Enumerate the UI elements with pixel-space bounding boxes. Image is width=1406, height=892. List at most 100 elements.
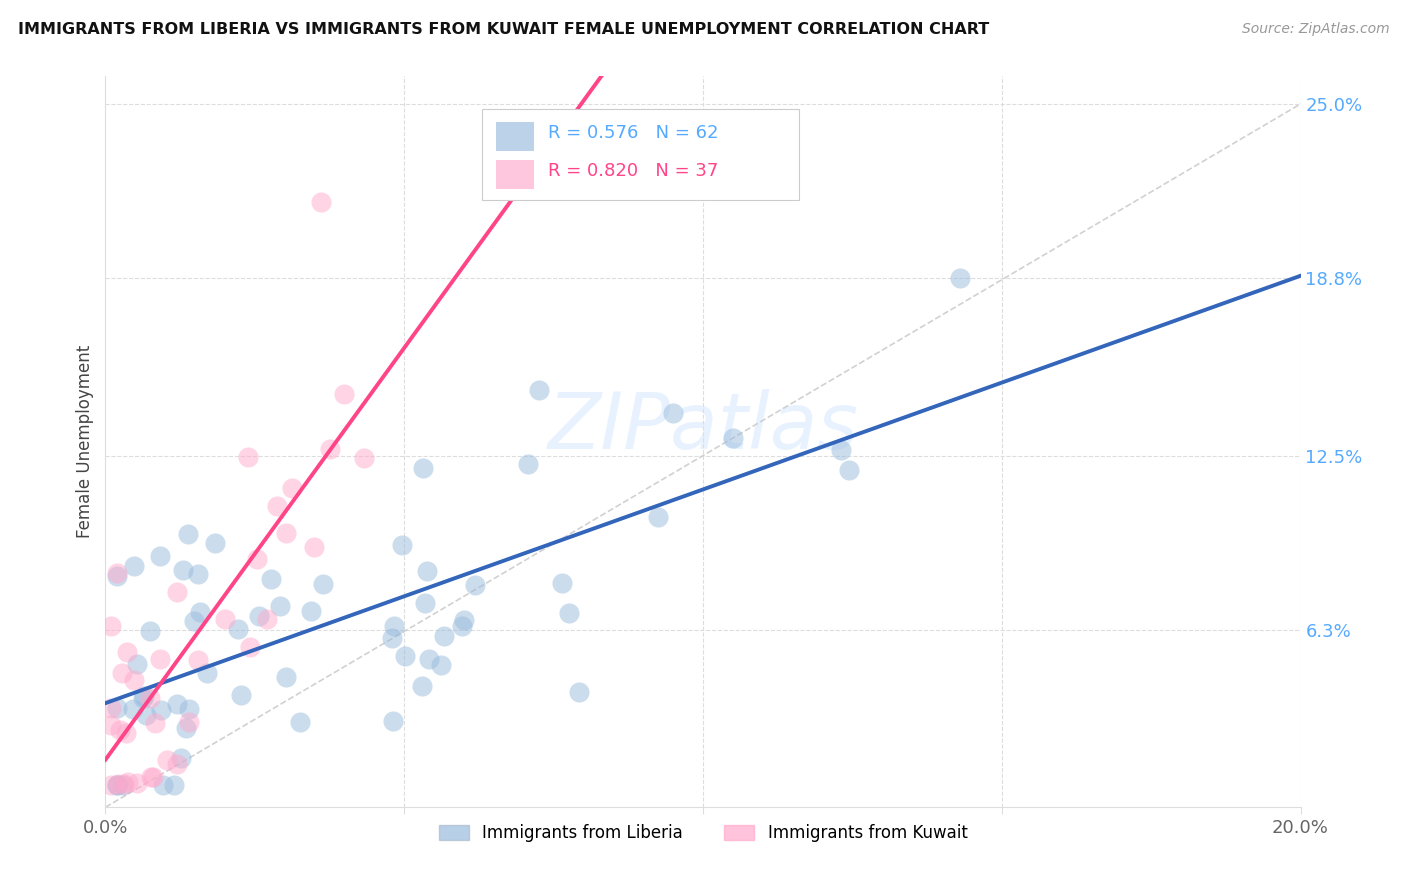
Point	[121, 702, 143, 716]
Point	[204, 536, 226, 550]
Point	[142, 770, 165, 784]
Point	[111, 778, 134, 792]
Point	[721, 431, 744, 445]
Point	[411, 679, 433, 693]
Point	[149, 549, 172, 564]
Text: R = 0.576   N = 62: R = 0.576 N = 62	[547, 124, 718, 142]
Point	[391, 538, 413, 552]
Point	[100, 618, 122, 632]
Point	[177, 701, 200, 715]
Point	[418, 652, 440, 666]
Point	[394, 649, 416, 664]
FancyBboxPatch shape	[482, 109, 799, 200]
Text: R = 0.820   N = 37: R = 0.820 N = 37	[547, 162, 718, 180]
Point	[187, 653, 209, 667]
Point	[214, 612, 236, 626]
Bar	[496, 122, 534, 151]
Point	[453, 613, 475, 627]
Point	[247, 608, 270, 623]
Point	[415, 596, 437, 610]
Point	[177, 714, 200, 729]
Point	[107, 701, 129, 715]
Point	[122, 559, 145, 574]
Point	[246, 552, 269, 566]
Point	[647, 509, 669, 524]
Point	[107, 777, 129, 791]
Point	[550, 575, 572, 590]
Point	[108, 723, 131, 738]
Point	[288, 714, 311, 729]
Point	[100, 701, 122, 715]
Point	[166, 698, 188, 712]
Point	[451, 619, 474, 633]
Point	[281, 481, 304, 495]
Point	[156, 753, 179, 767]
Point	[125, 657, 148, 671]
Point	[382, 618, 405, 632]
Point	[353, 451, 375, 466]
Point	[174, 721, 197, 735]
Point	[187, 567, 209, 582]
Point	[124, 673, 146, 688]
Point	[139, 624, 162, 638]
Point	[107, 568, 129, 582]
Point	[464, 578, 486, 592]
Point	[412, 460, 434, 475]
Point	[166, 585, 188, 599]
Point	[299, 604, 322, 618]
Point	[195, 666, 218, 681]
Point	[568, 684, 591, 698]
Point	[170, 750, 193, 764]
Point	[517, 457, 540, 471]
Y-axis label: Female Unemployment: Female Unemployment	[76, 345, 94, 538]
Point	[127, 775, 149, 789]
Text: Source: ZipAtlas.com: Source: ZipAtlas.com	[1241, 22, 1389, 37]
Point	[430, 657, 453, 672]
Point	[662, 406, 685, 420]
Point	[274, 526, 297, 541]
Point	[132, 689, 155, 703]
Point	[100, 718, 122, 732]
Point	[111, 666, 134, 681]
Point	[260, 572, 283, 586]
Point	[838, 463, 860, 477]
Point	[172, 563, 194, 577]
Point	[381, 631, 404, 645]
Point	[132, 691, 155, 706]
Point	[139, 691, 162, 706]
Bar	[496, 160, 534, 189]
Point	[269, 599, 291, 613]
Point	[312, 577, 335, 591]
Point	[135, 707, 157, 722]
Point	[333, 387, 356, 401]
Point	[416, 564, 439, 578]
Point	[149, 652, 172, 666]
Point	[256, 612, 278, 626]
Point	[163, 778, 186, 792]
Point	[152, 778, 174, 792]
Legend: Immigrants from Liberia, Immigrants from Kuwait: Immigrants from Liberia, Immigrants from…	[432, 817, 974, 848]
Point	[231, 688, 253, 702]
Point	[105, 566, 128, 580]
Point	[236, 450, 259, 464]
Point	[139, 770, 162, 784]
Point	[302, 540, 325, 554]
Point	[183, 614, 205, 628]
Point	[226, 622, 249, 636]
Point	[112, 777, 135, 791]
Point	[830, 442, 852, 457]
Text: ZIPatlas: ZIPatlas	[547, 389, 859, 465]
Point	[266, 500, 288, 514]
Text: IMMIGRANTS FROM LIBERIA VS IMMIGRANTS FROM KUWAIT FEMALE UNEMPLOYMENT CORRELATIO: IMMIGRANTS FROM LIBERIA VS IMMIGRANTS FR…	[18, 22, 990, 37]
Point	[115, 726, 138, 740]
Point	[529, 383, 551, 397]
Point	[166, 756, 188, 771]
Point	[150, 703, 173, 717]
Point	[100, 778, 122, 792]
Point	[177, 527, 200, 541]
Point	[433, 629, 456, 643]
Point	[558, 606, 581, 620]
Point	[107, 778, 129, 792]
Point	[239, 640, 262, 654]
Point	[107, 778, 129, 792]
